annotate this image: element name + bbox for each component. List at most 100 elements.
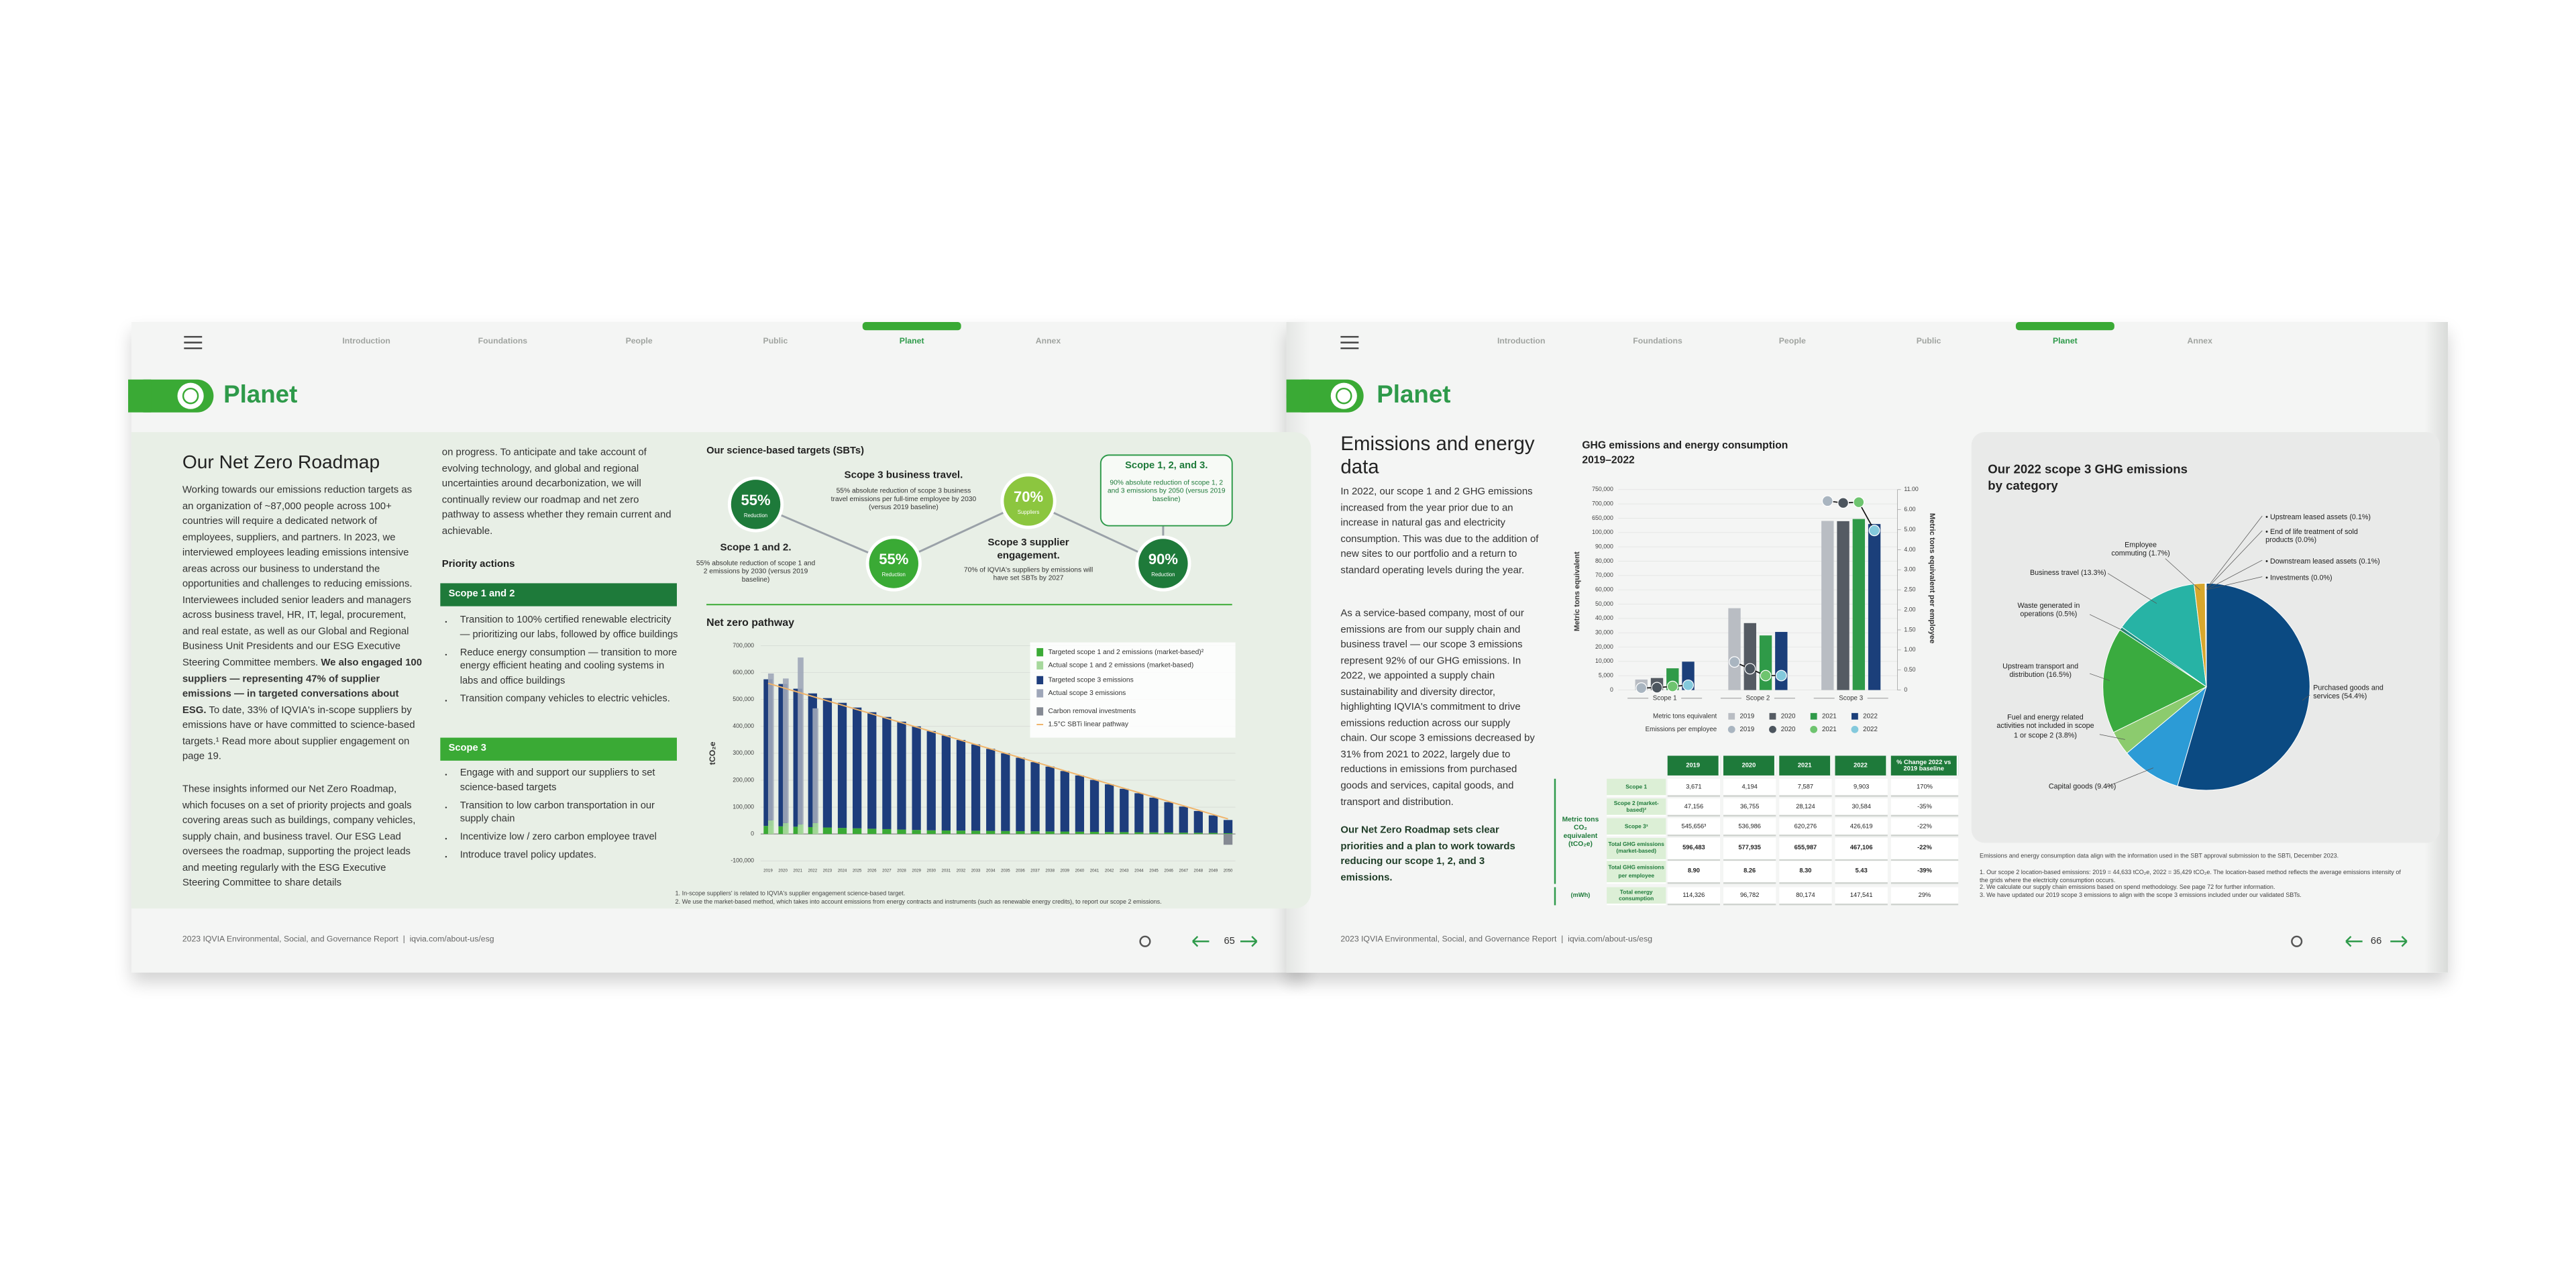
bullet: • [2265,513,2270,521]
bar [956,740,966,831]
bar [822,827,833,835]
bar [1120,788,1129,833]
bullet: Reduce energy consumption — transition t… [460,647,684,689]
y-tick-label: -100,000 [731,857,754,864]
nav-item[interactable]: Foundations [1633,337,1682,347]
bar [1193,833,1203,835]
legend-label: Actual scope 1 and 2 emissions (market-b… [1048,662,1193,670]
legend-label: 2022 [1863,726,1878,733]
table-cell: % Change 2022 vs 2019 baseline [1890,755,1959,776]
bar [1120,832,1129,835]
page-controls[interactable] [1139,935,2408,947]
y-tick-label: 300,000 [733,749,754,756]
y-axis-label: Metric tons equivalent [1573,551,1581,631]
section-pill [128,379,152,413]
menu-icon[interactable] [184,335,203,350]
legend-swatch [1769,712,1776,720]
pathway-line [767,682,1228,820]
prev-arrow[interactable] [1192,936,1210,947]
table-cell: 8.90 [1667,861,1721,884]
nav-item[interactable]: Annex [2187,337,2212,347]
paragraph: As a service-based company, most of our … [1340,608,1535,808]
table-cell: Total GHG emissions (market-based) [1607,837,1666,861]
x-tick-label: 2027 [882,869,892,873]
per-employee-dot [1837,497,1849,509]
nav-item[interactable]: People [1778,337,1806,347]
chart-title: Our 2022 scope 3 GHG emissions by catego… [1988,462,2188,493]
table-cell: 2019 [1667,755,1721,776]
table-cell: Total GHG emissions per employee [1607,861,1666,884]
x-tick-label: 2047 [1179,869,1188,873]
sbt-caption: Reduction [744,513,767,519]
bar [941,735,951,831]
y2-tick-label: 2.50 [1904,586,1915,593]
bar [1193,810,1203,833]
x-tick-label: 2020 [778,869,788,873]
nav-item[interactable]: Planet [2052,337,2078,347]
next-arrow[interactable] [2390,936,2408,947]
pie-category: Waste generated in operations [2017,601,2080,619]
bar [783,822,789,835]
nav-item[interactable]: Introduction [342,337,390,347]
nav-item[interactable]: Foundations [478,337,528,347]
nav-item[interactable]: Introduction [1497,337,1546,347]
y-tick-label: 700,000 [1592,500,1613,506]
heading: Our Net Zero Roadmap [182,453,380,474]
x-tick-label: 2025 [853,869,862,873]
home-icon[interactable] [2291,935,2303,947]
menu-icon[interactable] [1340,335,1359,350]
x-tick-label: 2028 [897,869,906,873]
table-cell: Total energy consumption [1607,887,1666,906]
bar [1223,834,1233,845]
per-employee-line [1641,684,1688,689]
paragraph: In 2022, our scope 1 and 2 GHG emissions… [1340,486,1539,576]
bar [1821,521,1834,690]
legend-swatch [1810,712,1817,720]
y2-tick-label: 4.00 [1904,546,1915,553]
bullet: • [2265,573,2270,582]
legend-swatch [1810,725,1818,733]
paragraph: Working towards our emissions reduction … [182,483,423,765]
nav-item[interactable]: Annex [1035,337,1061,347]
y-tick-label: 40,000 [1595,615,1613,621]
prev-arrow[interactable] [2345,936,2363,947]
bar [853,828,862,835]
bullet: Introduce travel policy updates. [460,850,684,864]
leader-line [2165,558,2200,590]
home-icon[interactable] [1139,935,1151,947]
text: To date, 33% of IQVIA's in-scope supplie… [182,704,415,763]
next-arrow[interactable] [1240,936,1258,947]
bar [1837,521,1849,690]
table-cell: 114,326 [1667,887,1721,906]
bar [783,678,789,823]
table-cell: 5.43 [1835,861,1888,884]
y-tick-label: 30,000 [1595,629,1613,636]
leader-line [2302,694,2310,701]
table-cell: 80,174 [1779,887,1832,906]
nav-item[interactable]: People [625,337,653,347]
table-cell: 8.30 [1779,861,1832,884]
sbt-caption: Reduction [882,572,906,578]
bar [882,829,892,835]
table-cell: -22% [1890,818,1959,837]
bar [1149,832,1159,835]
y-tick-label: 400,000 [733,723,754,729]
nav-item[interactable]: Public [1916,337,1941,347]
nav-item[interactable]: Planet [899,337,924,347]
y-tick-label: 90,000 [1595,543,1613,549]
bold-text: We also engaged 100 suppliers — represen… [182,657,423,716]
nav-item[interactable]: Public [763,337,788,347]
pie-value-label: (13.3%) [2080,568,2106,577]
per-employee-dot [1635,682,1648,694]
y-tick-label: 5,000 [1599,672,1613,679]
legend-label: 2019 [1739,712,1754,720]
bar [941,830,951,835]
section-icon [177,382,204,409]
footnote: 1. Our scope 2 location-based emissions:… [1980,869,2401,884]
x-tick-label: 2040 [1075,869,1085,873]
footer: 2023 IQVIA Environmental, Social, and Go… [1340,934,1653,945]
bar [812,822,818,835]
footer: 2023 IQVIA Environmental, Social, and Go… [182,934,494,945]
sbt-target-text: 55% absolute reduction of scope 3 busine… [830,485,977,512]
bar [986,749,996,831]
